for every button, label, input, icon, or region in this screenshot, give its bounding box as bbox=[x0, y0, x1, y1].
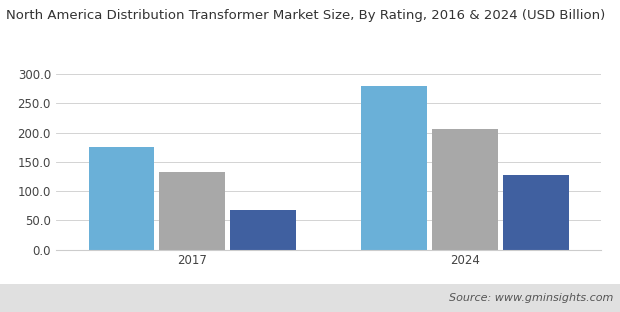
Bar bbox=[503, 175, 569, 250]
Bar bbox=[159, 172, 225, 250]
Text: Source: www.gminsights.com: Source: www.gminsights.com bbox=[450, 293, 614, 303]
Bar bbox=[361, 86, 427, 250]
Bar bbox=[231, 210, 296, 250]
Bar bbox=[89, 147, 154, 250]
Legend: Closed, Shell, Berry: Closed, Shell, Berry bbox=[237, 289, 420, 312]
Text: North America Distribution Transformer Market Size, By Rating, 2016 & 2024 (USD : North America Distribution Transformer M… bbox=[6, 9, 606, 22]
Bar bbox=[432, 129, 498, 250]
